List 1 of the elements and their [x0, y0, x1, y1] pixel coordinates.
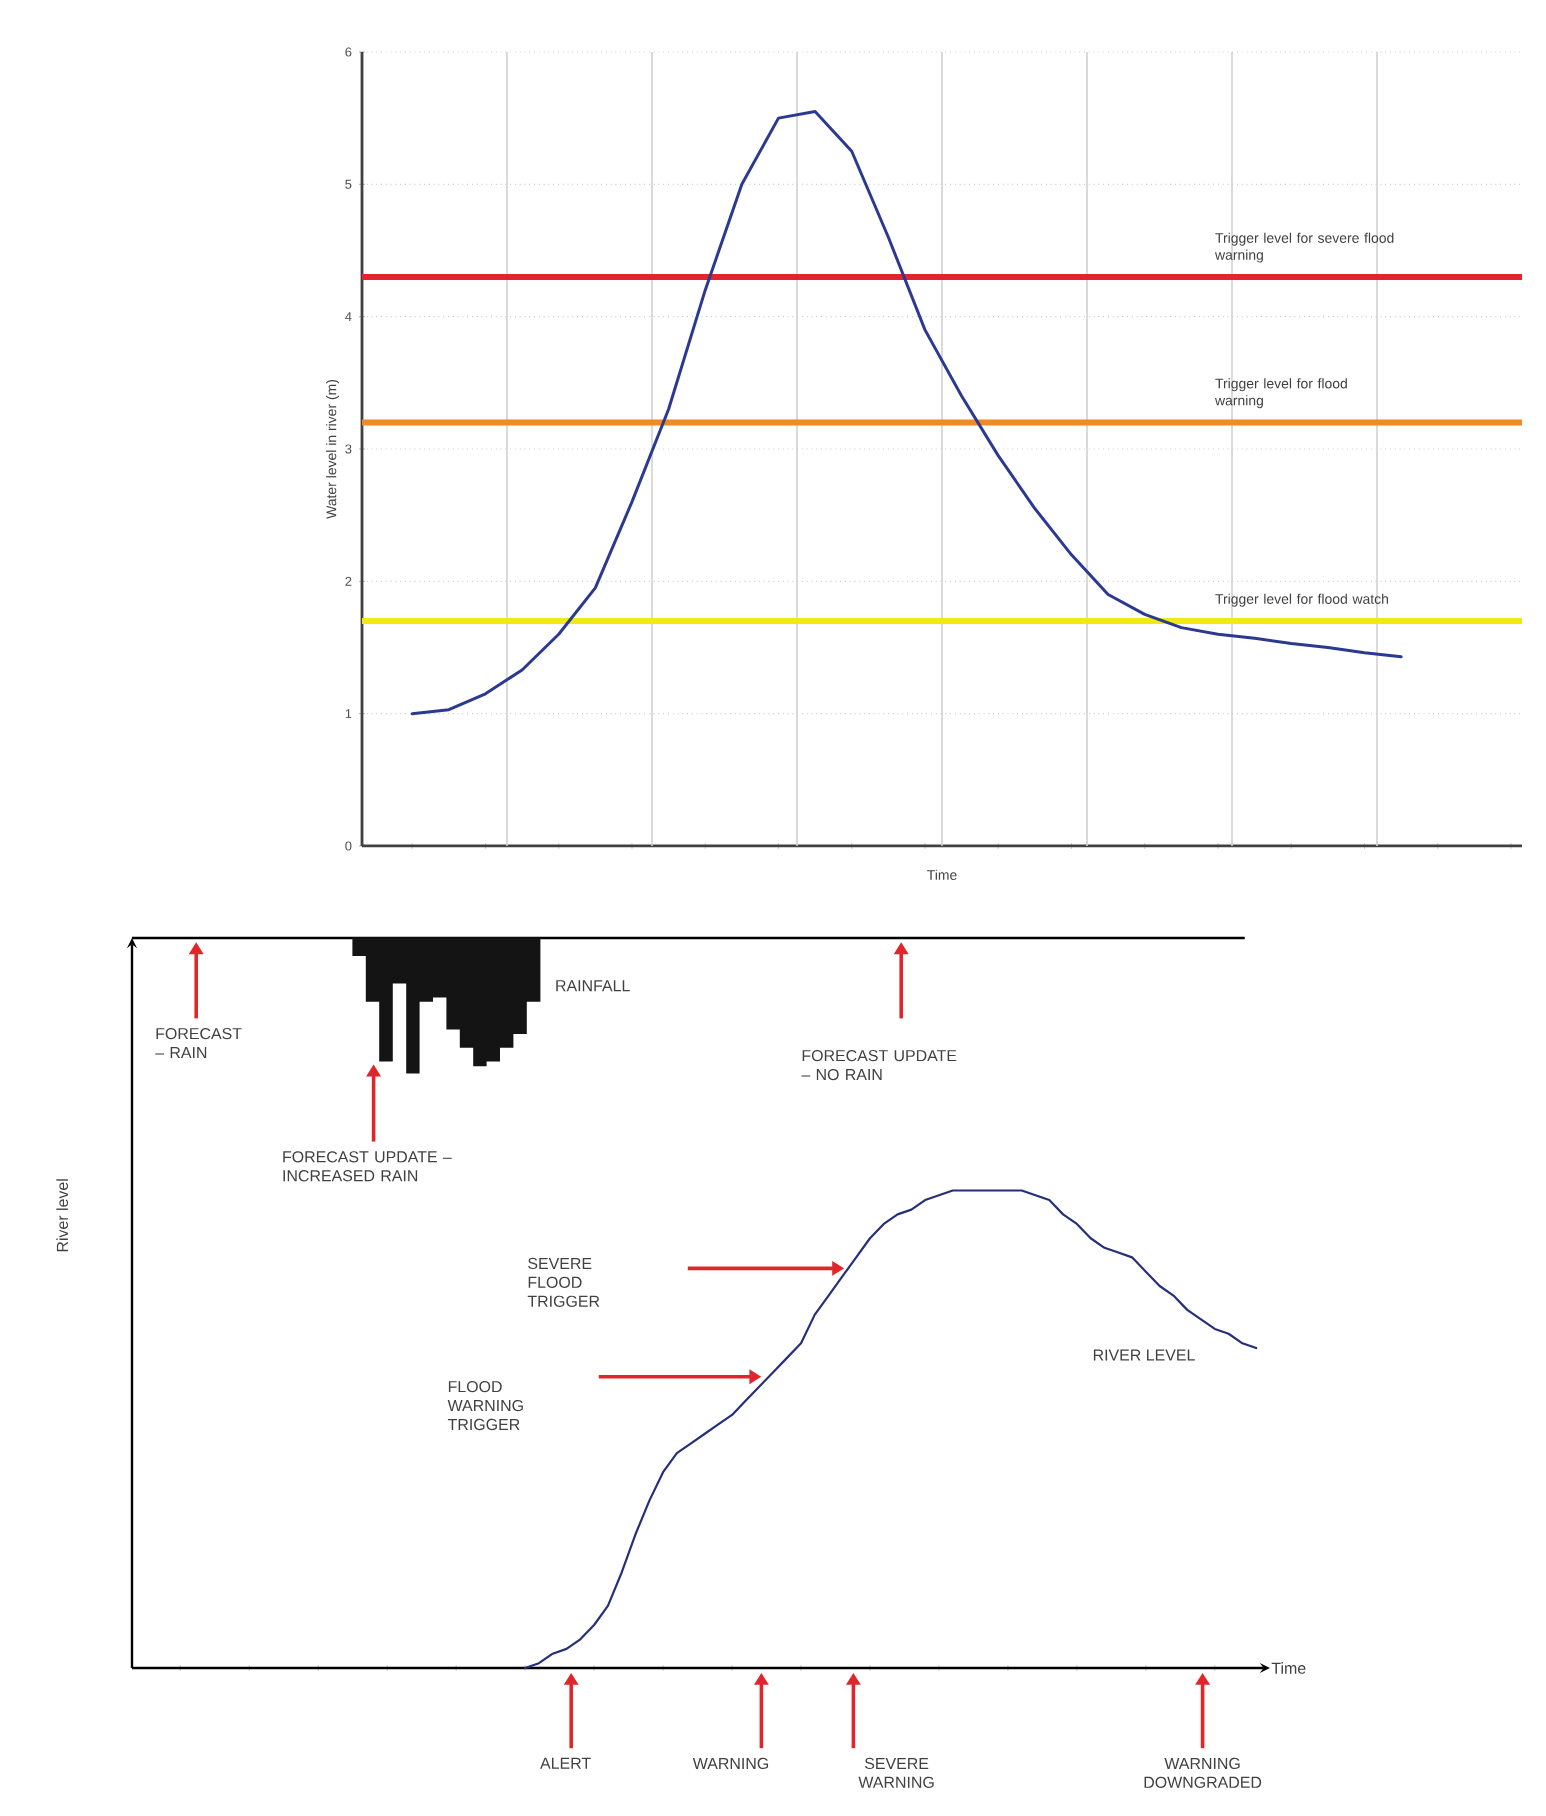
line-series — [410, 110, 1403, 716]
